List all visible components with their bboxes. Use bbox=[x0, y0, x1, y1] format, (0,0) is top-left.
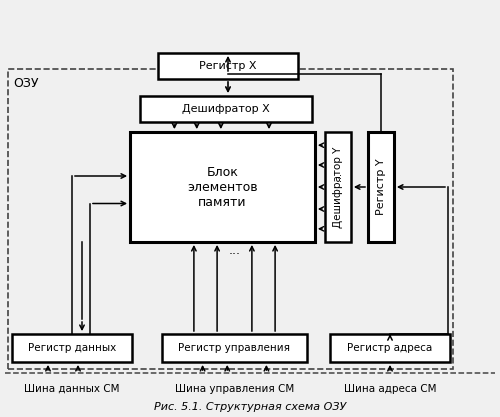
Bar bbox=[12, 334, 132, 362]
Bar bbox=[130, 132, 315, 242]
Text: ОЗУ: ОЗУ bbox=[13, 76, 39, 90]
Text: Регистр Y: Регистр Y bbox=[376, 159, 386, 215]
Bar bbox=[330, 334, 450, 362]
Text: Регистр данных: Регистр данных bbox=[28, 343, 116, 353]
Bar bbox=[140, 96, 312, 122]
Bar bbox=[325, 132, 351, 242]
Text: Шина данных СМ: Шина данных СМ bbox=[24, 384, 120, 394]
Bar bbox=[162, 334, 307, 362]
Text: Дешифратор Y: Дешифратор Y bbox=[333, 146, 343, 228]
Text: Регистр адреса: Регистр адреса bbox=[348, 343, 432, 353]
Text: Дешифратор X: Дешифратор X bbox=[182, 104, 270, 114]
Bar bbox=[8, 69, 453, 369]
Text: ...: ... bbox=[228, 244, 240, 256]
Text: Регистр X: Регистр X bbox=[199, 61, 257, 71]
Text: Шина управления СМ: Шина управления СМ bbox=[175, 384, 294, 394]
Text: ...: ... bbox=[239, 123, 251, 136]
Bar bbox=[368, 132, 394, 242]
Bar bbox=[158, 53, 298, 79]
Text: ...: ... bbox=[333, 171, 343, 181]
Text: Блок
элементов
памяти: Блок элементов памяти bbox=[187, 166, 258, 208]
Text: Рис. 5.1. Структурная схема ОЗУ: Рис. 5.1. Структурная схема ОЗУ bbox=[154, 402, 346, 412]
Text: Шина адреса СМ: Шина адреса СМ bbox=[344, 384, 436, 394]
Text: Регистр управления: Регистр управления bbox=[178, 343, 290, 353]
